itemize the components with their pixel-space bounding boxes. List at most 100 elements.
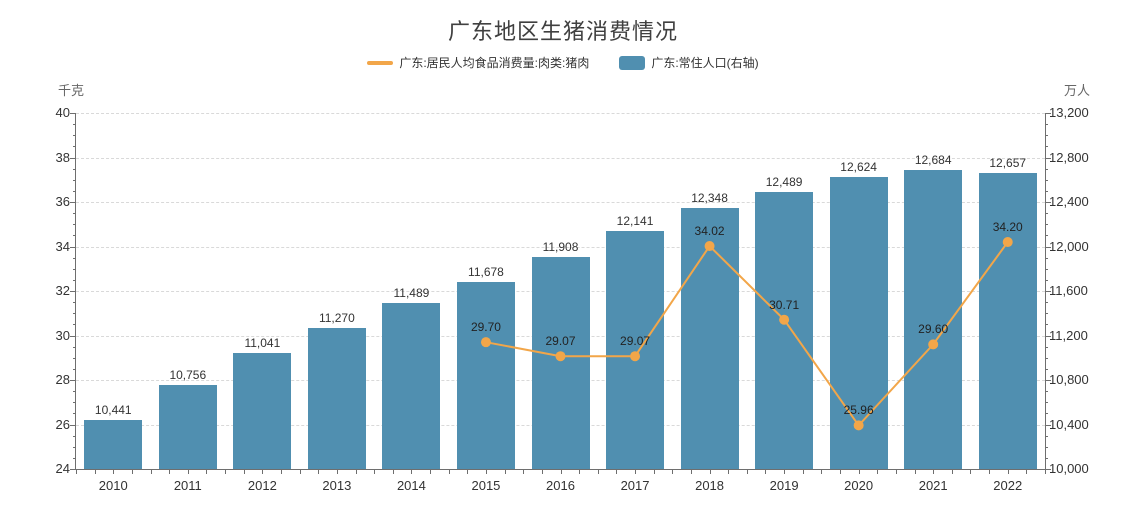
- bar-value-label: 12,624: [840, 160, 877, 175]
- right-axis-tick-label: 11,600: [1049, 283, 1088, 298]
- x-axis-label: 2018: [695, 478, 725, 493]
- bar-value-label: 12,684: [914, 153, 952, 168]
- legend: 广东:居民人均食品消费量:肉类:猪肉 广东:常住人口(右轴): [0, 54, 1126, 71]
- right-axis-tick: [1045, 168, 1048, 170]
- x-axis-tick: [728, 469, 730, 474]
- plot-area: 24 26 28 30 32 34 36 38 40 10,000 10,400 10,800 11,2…: [56, 105, 1089, 493]
- x-axis-tick: [392, 469, 394, 474]
- x-axis-tick: [672, 469, 674, 474]
- right-axis-tick: [1045, 313, 1048, 315]
- left-axis-tick: [73, 446, 76, 448]
- x-axis-tick: [933, 469, 935, 474]
- legend-item-bar-series[interactable]: 广东:常住人口(右轴): [619, 54, 759, 71]
- right-axis-tick: [1045, 346, 1048, 348]
- right-axis-tick: [1045, 146, 1048, 148]
- x-axis-tick: [448, 469, 450, 474]
- x-axis-tick: [1007, 469, 1009, 474]
- right-axis-tick: [1045, 213, 1048, 215]
- left-axis-tick: [70, 113, 76, 114]
- left-axis-tick: [70, 469, 76, 470]
- x-axis-label: 2017: [620, 478, 650, 493]
- x-axis-label: 2015: [471, 478, 501, 493]
- left-axis-tick: [73, 402, 76, 404]
- bar-2012: [233, 353, 292, 469]
- right-axis-tick: [1045, 224, 1048, 226]
- x-axis-tick: [635, 469, 637, 474]
- left-axis-tick: [73, 213, 76, 215]
- left-axis-tick: [70, 380, 76, 381]
- x-axis-tick: [579, 469, 581, 474]
- bar-value-label: 12,657: [989, 156, 1027, 171]
- legend-label: 广东:常住人口(右轴): [651, 56, 759, 70]
- left-axis-tick-label: 36: [55, 194, 70, 209]
- right-axis-tick-label: 12,400: [1049, 194, 1089, 209]
- bar-2017: [606, 230, 665, 469]
- left-axis-tick-label: 38: [55, 149, 70, 165]
- left-axis-tick: [70, 335, 76, 337]
- line-value-label: 29.07: [545, 334, 576, 349]
- gridline: [76, 202, 1045, 203]
- right-axis-tick-label: 10,000: [1049, 461, 1089, 476]
- left-axis-tick: [70, 246, 76, 248]
- left-axis-tick: [73, 346, 76, 348]
- legend-label: 广东:居民人均食品消费量:肉类:猪肉: [399, 56, 590, 70]
- left-axis-tick-label: 30: [55, 327, 70, 343]
- right-axis-tick: [1045, 469, 1051, 470]
- left-axis-tick: [70, 424, 76, 426]
- x-axis-label: 2021: [918, 478, 948, 493]
- x-axis-tick: [169, 469, 171, 474]
- right-axis-tick: [1045, 324, 1048, 326]
- left-axis-tick-label: 32: [55, 283, 70, 298]
- x-axis-tick: [1045, 469, 1046, 474]
- legend-item-line-series[interactable]: 广东:居民人均食品消费量:肉类:猪肉: [367, 54, 589, 71]
- x-axis-tick: [597, 469, 599, 474]
- right-axis-tick: [1045, 380, 1051, 381]
- left-axis-tick-label: 28: [55, 372, 70, 387]
- line-value-label: 30.71: [769, 297, 800, 312]
- bar-value-label: 12,348: [691, 190, 728, 205]
- right-axis-tick: [1045, 357, 1048, 359]
- right-axis-unit: 万人: [1063, 83, 1090, 98]
- x-axis-tick: [243, 469, 245, 474]
- bar-2015: [456, 282, 515, 469]
- gridline: [76, 113, 1045, 114]
- x-axis-tick: [374, 469, 376, 474]
- left-axis-tick: [73, 413, 76, 415]
- right-axis-tick: [1045, 291, 1051, 292]
- x-axis-tick: [336, 469, 338, 474]
- x-axis-tick: [989, 469, 991, 474]
- right-axis-tick: [1045, 179, 1048, 181]
- right-axis-tick: [1045, 268, 1048, 270]
- bar-2019: [755, 192, 814, 469]
- bar-2022: [978, 173, 1037, 469]
- bar-value-label: 12,141: [616, 213, 654, 228]
- x-axis-tick: [504, 469, 506, 474]
- left-axis-tick: [73, 168, 76, 170]
- x-axis-tick: [131, 469, 133, 474]
- x-axis-tick: [541, 469, 543, 474]
- left-axis-tick: [73, 457, 76, 459]
- right-axis-tick-label: 12,800: [1049, 149, 1089, 165]
- x-axis-tick: [299, 469, 301, 474]
- x-axis-tick: [560, 469, 562, 474]
- left-axis-tick: [73, 302, 76, 304]
- bar-value-label: 11,678: [468, 265, 504, 280]
- line-value-label: 25.96: [843, 403, 874, 418]
- bar-swatch-icon: [619, 55, 646, 70]
- x-axis-tick: [355, 469, 357, 474]
- right-axis-tick: [1045, 235, 1048, 237]
- x-axis-tick: [280, 469, 282, 474]
- bar-value-label: 10,441: [94, 402, 132, 417]
- x-axis-tick: [523, 469, 525, 474]
- left-axis-tick-label: 34: [55, 238, 70, 254]
- left-axis-tick: [73, 235, 76, 237]
- right-axis-tick: [1045, 279, 1048, 281]
- x-axis-tick: [914, 469, 916, 474]
- x-axis-tick: [821, 469, 823, 474]
- bar-value-label: 10,756: [169, 367, 207, 382]
- right-axis-tick-label: 10,400: [1049, 416, 1089, 432]
- x-axis-tick: [616, 469, 618, 474]
- line-swatch-icon: [367, 60, 394, 65]
- x-axis-tick: [225, 469, 227, 474]
- x-axis-tick: [951, 469, 953, 474]
